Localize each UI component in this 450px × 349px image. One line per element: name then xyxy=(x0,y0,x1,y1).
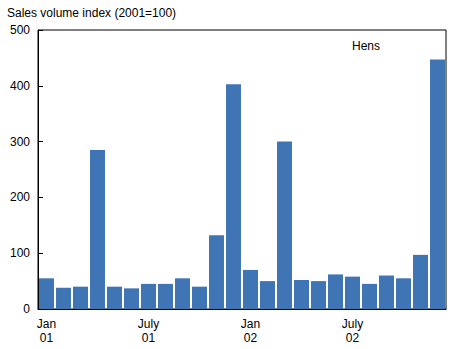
svg-text:400: 400 xyxy=(10,79,30,93)
svg-text:02: 02 xyxy=(244,331,258,345)
svg-text:Jan: Jan xyxy=(241,317,260,331)
svg-text:300: 300 xyxy=(10,135,30,149)
svg-text:Hens: Hens xyxy=(352,39,380,53)
svg-text:200: 200 xyxy=(10,190,30,204)
svg-text:July: July xyxy=(138,317,159,331)
svg-text:Sales volume index (2001=100): Sales volume index (2001=100) xyxy=(7,6,176,20)
svg-text:01: 01 xyxy=(40,331,54,345)
svg-text:01: 01 xyxy=(142,331,156,345)
svg-text:500: 500 xyxy=(10,23,30,37)
svg-text:0: 0 xyxy=(23,302,30,316)
svg-text:Jan: Jan xyxy=(37,317,56,331)
svg-text:02: 02 xyxy=(346,331,360,345)
svg-text:July: July xyxy=(342,317,363,331)
svg-text:100: 100 xyxy=(10,246,30,260)
